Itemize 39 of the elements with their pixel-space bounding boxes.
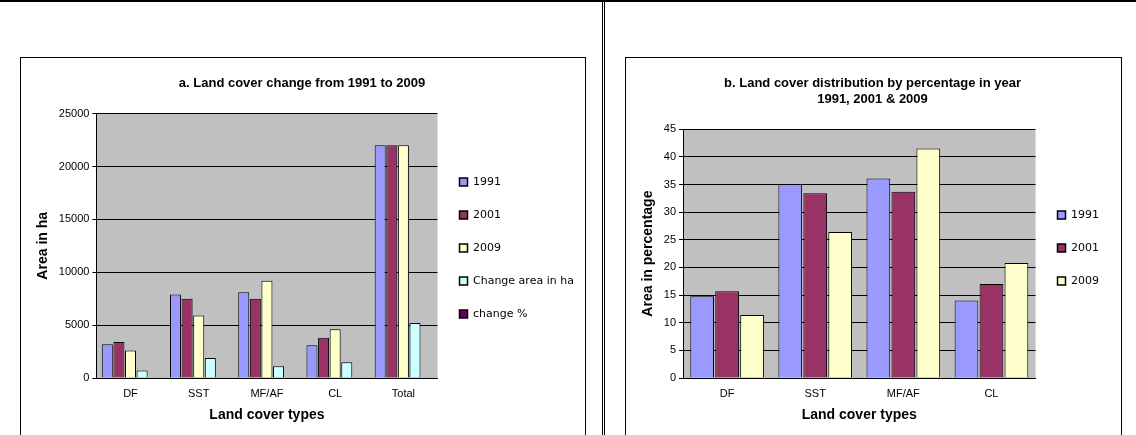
x-tick-label: CL — [328, 386, 343, 399]
y-tick-label: 45 — [663, 122, 677, 135]
legend-label: 2009 — [473, 240, 501, 254]
y-tick-label: 20 — [663, 260, 677, 273]
legend-label: 1991 — [1071, 207, 1100, 221]
y-axis-title: Area in ha — [34, 211, 51, 280]
x-tick-label: SST — [188, 386, 210, 399]
x-tick-label: CL — [984, 386, 999, 399]
y-tick-label: 30 — [663, 205, 677, 218]
legend-label: 2009 — [1071, 273, 1100, 287]
y-tick-label: 10000 — [58, 265, 90, 278]
x-tick-label: SST — [804, 386, 827, 399]
x-tick-label: Total — [391, 386, 416, 399]
x-tick-label: MF/AF — [886, 386, 921, 399]
x-tick-label: DF — [123, 386, 139, 399]
y-tick-label: 15 — [663, 288, 677, 301]
chart-title: b. Land cover distribution by percentage in year 1991, 2001 & 2009 — [724, 75, 1021, 106]
y-axis-title: Area in percentage — [639, 190, 656, 317]
legend-label: 1991 — [473, 174, 501, 188]
legend-label: 2001 — [1071, 240, 1100, 254]
legend-label: change % — [473, 306, 528, 320]
y-tick-label: 5000 — [64, 318, 90, 331]
x-axis-title: Land cover types — [209, 406, 325, 423]
y-tick-label: 10 — [663, 315, 677, 328]
x-tick-label: DF — [719, 386, 735, 399]
x-tick-label: MF/AF — [250, 386, 284, 399]
chart-title: a. Land cover change from 1991 to 2009 — [178, 75, 426, 91]
y-tick-label: 25000 — [58, 106, 90, 119]
y-tick-label: 35 — [663, 177, 677, 190]
y-tick-label: 15000 — [58, 212, 90, 225]
x-axis-title: Land cover types — [801, 406, 918, 423]
legend-label: Change area in ha — [473, 273, 574, 287]
y-tick-label: 0 — [83, 371, 90, 384]
y-tick-label: 0 — [669, 371, 677, 384]
y-tick-label: 20000 — [58, 159, 90, 172]
y-tick-label: 40 — [663, 149, 677, 162]
legend-label: 2001 — [473, 207, 501, 221]
y-tick-label: 25 — [663, 232, 677, 245]
y-tick-label: 5 — [669, 343, 677, 356]
